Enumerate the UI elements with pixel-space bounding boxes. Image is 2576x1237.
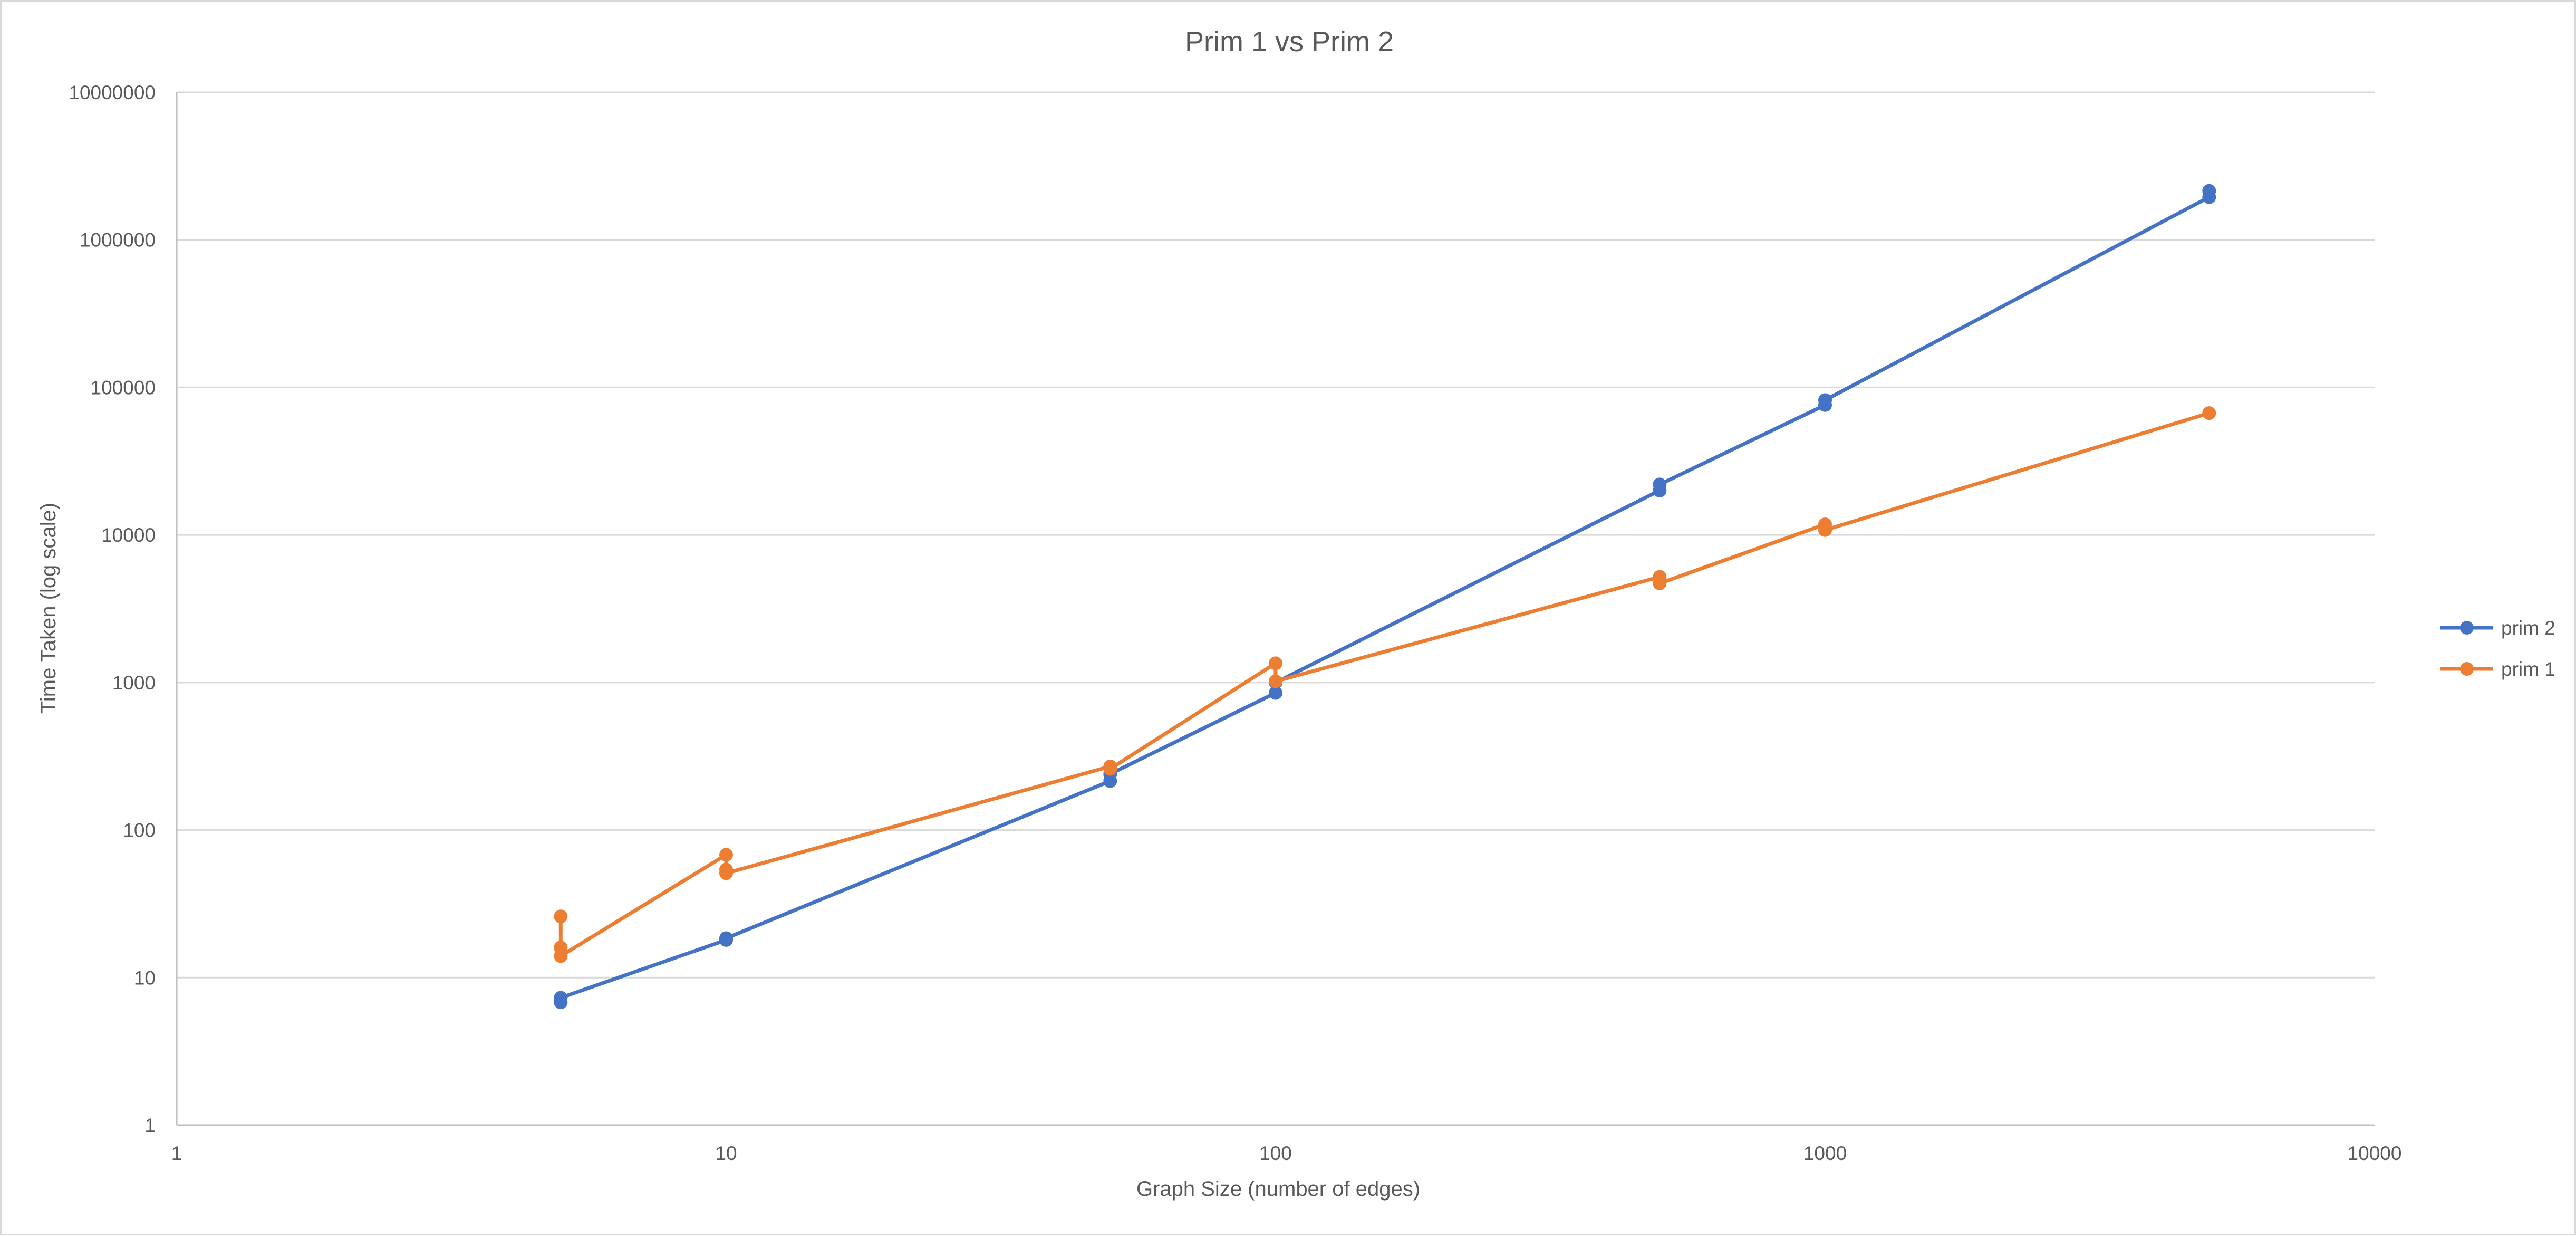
data-point — [1269, 656, 1282, 670]
legend-label: prim 1 — [2501, 658, 2555, 680]
legend-item: prim 2 — [2440, 617, 2555, 639]
y-tick-label: 100000 — [91, 377, 156, 398]
series-layer — [554, 184, 2216, 1010]
axes — [176, 92, 2375, 1126]
data-point — [1653, 576, 1667, 590]
y-tick-label: 1000000 — [80, 229, 156, 251]
y-tick-label: 100 — [123, 820, 156, 841]
legend-item: prim 1 — [2440, 658, 2555, 680]
data-point — [554, 949, 568, 963]
data-point — [2202, 406, 2216, 420]
x-tick-label: 100 — [1259, 1143, 1292, 1164]
data-point — [1269, 674, 1282, 688]
series-line — [558, 189, 2211, 1004]
x-tick-label: 1000 — [1803, 1143, 1847, 1164]
data-point — [1818, 523, 1832, 537]
x-tick-label: 10000 — [2348, 1143, 2402, 1164]
series-prim-2 — [554, 184, 2216, 1010]
legend-label: prim 2 — [2501, 617, 2555, 639]
data-point — [719, 848, 733, 862]
series-line — [558, 411, 2211, 958]
data-point — [1103, 762, 1117, 776]
y-tick-label: 1 — [144, 1115, 156, 1136]
data-point — [1653, 477, 1667, 492]
legend-swatch-marker — [2460, 662, 2474, 676]
y-tick-label: 10000000 — [69, 82, 156, 103]
data-point — [554, 909, 568, 924]
data-point — [554, 991, 568, 1005]
chart-title: Prim 1 vs Prim 2 — [1185, 26, 1394, 57]
y-axis-label: Time Taken (log scale) — [37, 503, 60, 714]
x-axis-label: Graph Size (number of edges) — [1136, 1177, 1420, 1201]
data-point — [719, 931, 733, 945]
x-tick-label: 10 — [715, 1143, 737, 1164]
gridlines — [177, 91, 2375, 979]
y-tick-label: 1000 — [112, 672, 156, 694]
tick-labels: 1 10 100 1000 10000 100000 1000000 10000000 1 10 1… — [69, 82, 2401, 1164]
legend-swatch-marker — [2460, 621, 2474, 635]
data-point — [719, 866, 733, 880]
y-tick-label: 10 — [134, 967, 156, 989]
data-point — [1269, 686, 1282, 700]
y-tick-label: 10000 — [101, 524, 156, 546]
data-point — [1818, 393, 1832, 407]
data-point — [2202, 184, 2216, 198]
legend: prim 2 prim 1 — [2440, 617, 2555, 680]
x-tick-label: 1 — [171, 1143, 182, 1164]
series-prim-1 — [554, 406, 2216, 963]
